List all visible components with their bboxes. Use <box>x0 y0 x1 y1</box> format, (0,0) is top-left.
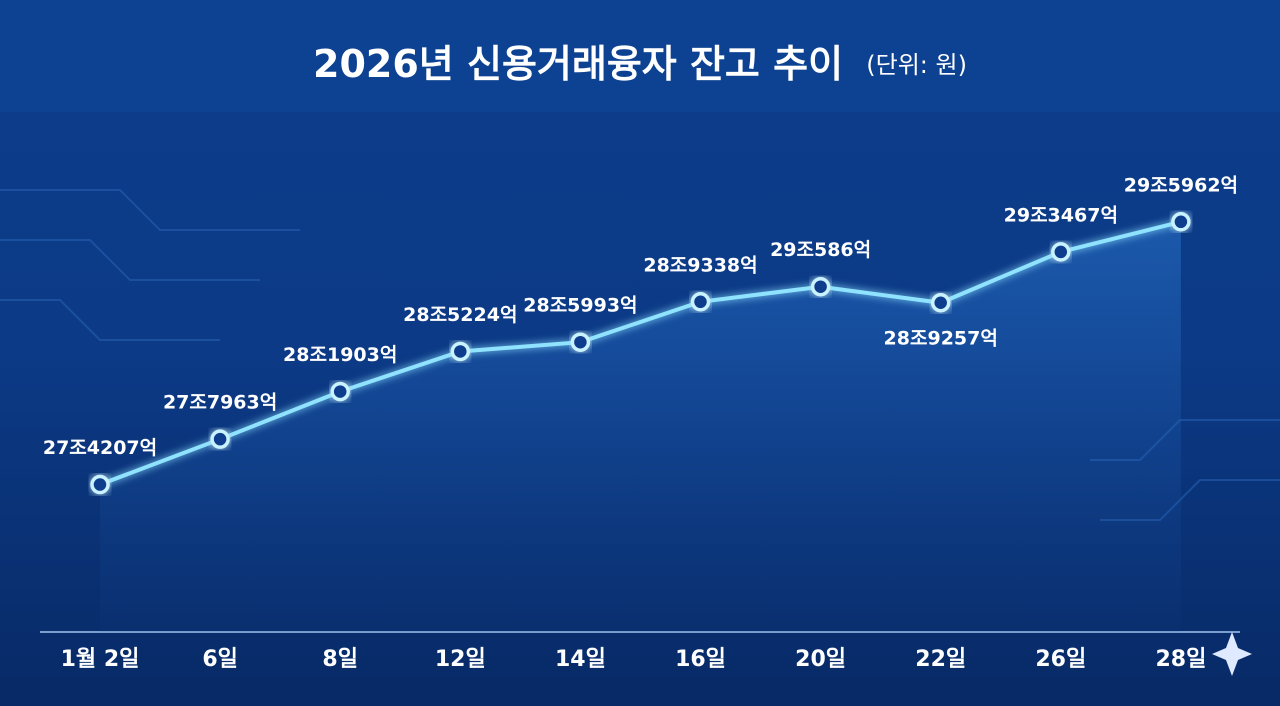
data-label: 29조3467억 <box>1004 204 1118 226</box>
data-label: 27조7963억 <box>163 392 277 414</box>
subtitle: (단위: 원) <box>866 51 967 79</box>
x-tick-label: 14일 <box>555 647 606 672</box>
x-tick-label: 12일 <box>435 647 486 672</box>
point <box>450 341 471 362</box>
point <box>930 293 951 313</box>
chart-title: 2026년 신용거래융자 잔고 추이 (단위: 원) <box>313 42 967 86</box>
sparkle-icon <box>1212 632 1252 676</box>
point <box>90 474 110 495</box>
x-tick-label: 22일 <box>915 647 966 672</box>
x-tick-label: 28일 <box>1155 647 1206 672</box>
point <box>1171 212 1191 232</box>
area-fill <box>100 221 1181 633</box>
point <box>1051 242 1071 262</box>
title: 2026년 신용거래융자 잔고 추이 <box>313 42 843 86</box>
data-label: 28조9338억 <box>643 254 757 276</box>
x-tick-label: 16일 <box>675 647 726 672</box>
point <box>690 292 711 312</box>
data-label: 28조1903억 <box>283 344 397 366</box>
point <box>330 381 350 402</box>
line <box>99 219 1182 487</box>
x-tick-label: 6일 <box>202 647 238 672</box>
point <box>210 429 230 449</box>
x-tick-label: 8일 <box>322 647 358 672</box>
title-band <box>0 0 1280 112</box>
data-label: 27조4207억 <box>43 437 157 459</box>
data-label: 29조586억 <box>770 239 871 261</box>
point <box>570 332 591 352</box>
data-label: 29조5962억 <box>1124 174 1238 196</box>
data-label: 28조5224억 <box>403 304 517 326</box>
data-label: 28조9257억 <box>884 327 998 349</box>
x-tick-label: 20일 <box>795 647 846 672</box>
x-tick-label: 26일 <box>1035 647 1086 672</box>
x-tick-label: 1월 2일 <box>61 647 140 672</box>
data-label: 28조5993억 <box>523 295 637 317</box>
point <box>810 276 831 297</box>
